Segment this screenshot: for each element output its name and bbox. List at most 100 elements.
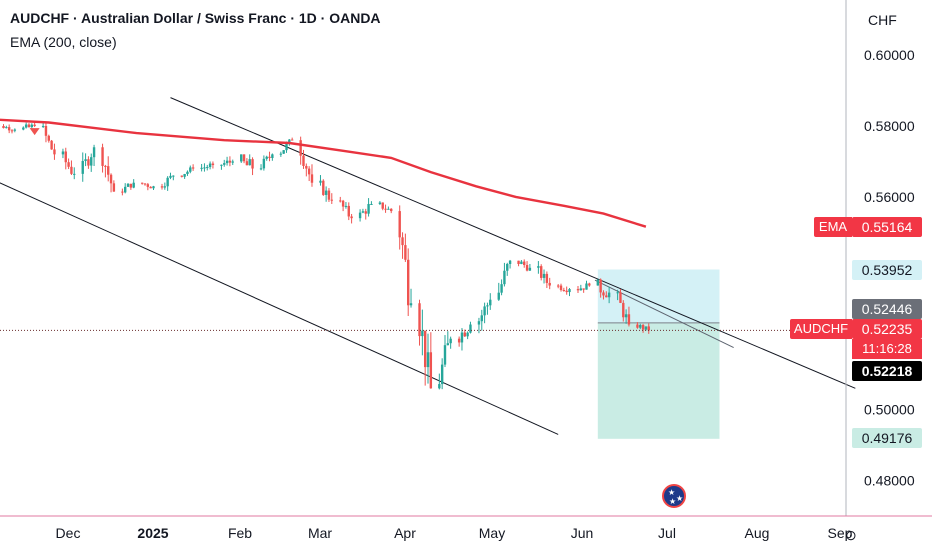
candle-body [41, 125, 45, 127]
candle-body [463, 332, 466, 337]
candle-body [636, 324, 639, 328]
candle-body [367, 203, 370, 214]
candle-body [262, 158, 266, 169]
candle-body [220, 164, 223, 166]
candle-body [129, 183, 133, 188]
currency-unit[interactable]: CHF [868, 12, 897, 28]
candle-body [109, 174, 113, 184]
candle-body [307, 168, 311, 175]
symbol-title[interactable]: AUDCHF · Australian Dollar / Swiss Franc… [10, 10, 381, 26]
candle-body [619, 292, 622, 303]
candle-body [409, 303, 413, 306]
candle-body [288, 139, 291, 144]
position-tool[interactable] [597, 269, 720, 439]
candle-body [370, 203, 373, 205]
entry-price-label: 0.52446 [852, 299, 922, 319]
time-tick-label: Mar [308, 525, 332, 541]
candle-body [126, 183, 130, 187]
candle-body [469, 324, 472, 333]
candle-body [81, 160, 84, 174]
candle-body [404, 245, 407, 260]
candle-body [228, 160, 232, 163]
time-tick-label: Jun [571, 525, 594, 541]
candle-body [418, 303, 421, 337]
candle-body [24, 124, 28, 128]
ema-200-line [0, 118, 647, 228]
candle-body [460, 332, 464, 343]
candle-body [242, 154, 246, 162]
candle-body [47, 135, 50, 141]
candle-body [225, 160, 229, 164]
candle-body [53, 149, 56, 155]
time-tick-label: May [479, 525, 505, 541]
ema-line [0, 118, 647, 228]
candle-body [146, 184, 150, 187]
candle-body [647, 326, 650, 331]
candle-body [607, 292, 611, 298]
candle-body [231, 161, 234, 163]
candle-body [143, 183, 147, 185]
candle-body [200, 167, 203, 169]
candle-body [302, 155, 305, 166]
candle-body [644, 326, 648, 330]
indicator-legend[interactable]: EMA (200, close) [10, 34, 117, 50]
candle-body [627, 314, 631, 325]
candle-body [330, 199, 333, 201]
sell-arrow-icon [29, 128, 40, 136]
trend-lines[interactable] [0, 97, 856, 435]
candle-body [84, 159, 87, 161]
candle-body [517, 260, 520, 265]
australia-flag-icon[interactable]: ★ ★ ★ [662, 484, 686, 508]
candlestick-series[interactable] [0, 116, 650, 390]
overlays [0, 0, 932, 517]
candle-body [440, 364, 444, 385]
candle-body [223, 163, 226, 165]
candle-body [508, 260, 512, 264]
candle-body [324, 190, 328, 195]
candle-body [344, 205, 348, 207]
candle-body [540, 266, 543, 278]
target-price-label: 0.53952 [852, 260, 922, 280]
candle-body [556, 285, 560, 287]
candle-body [70, 166, 73, 174]
candle-body [616, 292, 619, 294]
chart-settings-icon[interactable]: ⊙ [845, 527, 857, 543]
candle-body [426, 352, 430, 368]
candle-body [486, 305, 489, 307]
candle-body [602, 292, 605, 296]
candle-body [542, 273, 546, 278]
candle-body [87, 159, 90, 166]
candle-body [183, 174, 186, 177]
candle-body [279, 153, 283, 155]
candle-body [186, 171, 189, 175]
candle-body [449, 338, 452, 344]
candle-body [398, 211, 401, 238]
candle-body [350, 216, 353, 219]
time-tick-label: 2025 [137, 525, 168, 541]
price-tick-label: 0.48000 [864, 473, 915, 489]
candle-body [599, 279, 602, 293]
candle-body [624, 314, 628, 318]
candle-body [92, 147, 96, 158]
candle-body [477, 321, 481, 325]
candle-body [73, 173, 76, 175]
candle-body [622, 302, 625, 318]
candle-body [576, 289, 580, 291]
candle-body [240, 154, 243, 162]
candle-body [290, 139, 294, 141]
stop-zone [597, 322, 720, 439]
candle-body [429, 352, 433, 389]
time-axis[interactable]: Dec 2025 Feb Mar Apr May Jun Jul Aug Sep [56, 525, 853, 541]
alert-price-label: 0.52218 [852, 361, 922, 381]
candle-body [245, 161, 249, 166]
candle-body [248, 159, 251, 166]
candle-body [446, 343, 450, 346]
stop-price-label: 0.49176 [852, 428, 922, 448]
candle-body [588, 283, 591, 286]
candle-body [565, 290, 568, 293]
candle-body [483, 306, 486, 316]
channel-lower [0, 182, 559, 435]
candle-body [191, 167, 195, 169]
candle-body [203, 167, 206, 169]
